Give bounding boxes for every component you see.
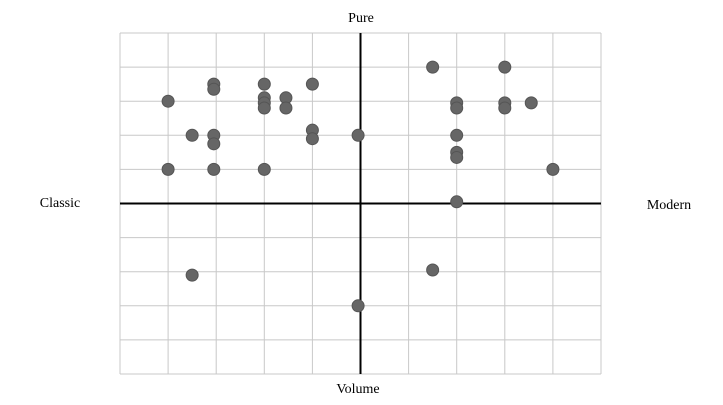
data-point [524,96,538,110]
data-point [498,60,512,74]
data-point [207,137,221,151]
data-point [450,195,464,209]
data-point [498,101,512,115]
data-point [161,94,175,108]
data-point [257,162,271,176]
data-point [161,162,175,176]
data-point [207,82,221,96]
data-point [450,128,464,142]
left-axis-label: Classic [40,196,80,211]
data-point [450,101,464,115]
data-point [257,101,271,115]
data-point [546,162,560,176]
data-point [426,263,440,277]
top-axis-label: Pure [348,11,374,26]
data-point [450,150,464,164]
data-point [426,60,440,74]
data-point [279,101,293,115]
right-axis-label: Modern [647,198,691,213]
data-point [185,268,199,282]
data-point [305,132,319,146]
data-point [207,162,221,176]
data-point [185,128,199,142]
data-point [257,77,271,91]
data-point [351,299,365,313]
data-point [305,77,319,91]
data-point [351,128,365,142]
bottom-axis-label: Volume [336,382,379,397]
